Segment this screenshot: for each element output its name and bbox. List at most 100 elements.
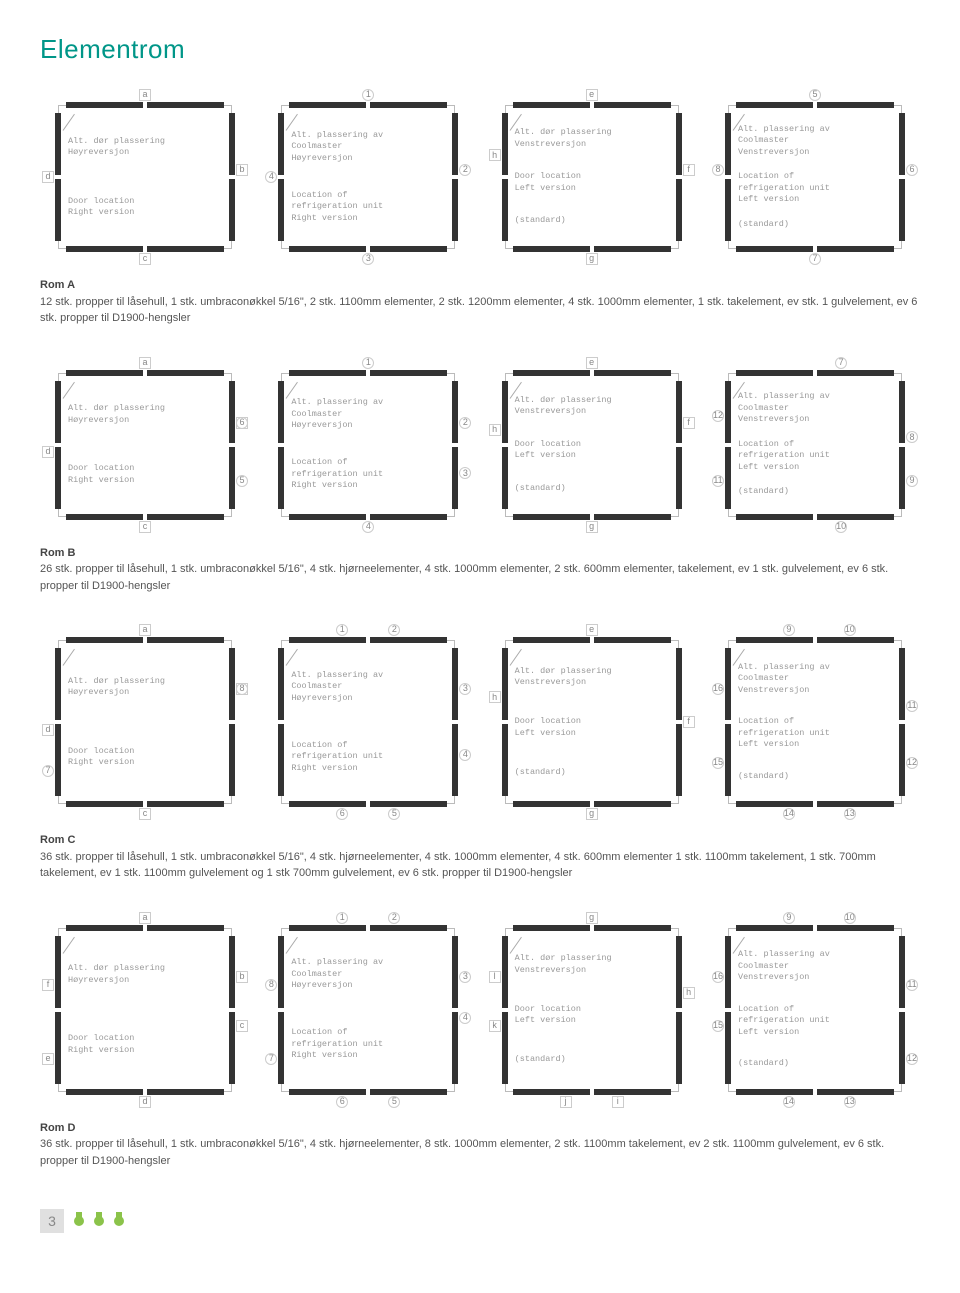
number-marker: 10 <box>835 521 847 533</box>
floor-plan-panel: Alt. plassering avCoolmasterVenstreversj… <box>710 622 920 822</box>
letter-marker: f <box>683 716 695 728</box>
section: Alt. dør plasseringHøyreversjon Door loc… <box>40 355 920 595</box>
footer: 3 <box>40 1209 920 1233</box>
letter-marker: k <box>489 1020 501 1032</box>
letter-marker: c <box>139 253 151 265</box>
page-number: 3 <box>40 1209 64 1233</box>
number-marker: 9 <box>906 475 918 487</box>
letter-marker: f <box>42 979 54 991</box>
letter-marker: c <box>236 1020 248 1032</box>
letter-marker: h <box>489 149 501 161</box>
floor-plan-panel: Alt. plassering avCoolmasterHøyreversjon… <box>263 87 473 267</box>
letter-marker: e <box>42 1053 54 1065</box>
number-marker: 11 <box>906 979 918 991</box>
number-marker: 12 <box>906 1053 918 1065</box>
decoration-dot <box>74 1216 84 1226</box>
floor-plan-panel: Alt. plassering avCoolmasterHøyreversjon… <box>263 355 473 535</box>
letter-marker: d <box>42 171 54 183</box>
floor-plan-panel: Alt. plassering avCoolmasterVenstreversj… <box>710 355 920 535</box>
letter-marker: d <box>139 1096 151 1108</box>
letter-marker: e <box>586 357 598 369</box>
number-marker: 4 <box>459 749 471 761</box>
number-marker: 4 <box>265 171 277 183</box>
number-marker: 5 <box>236 475 248 487</box>
number-marker: 11 <box>712 475 724 487</box>
number-marker: 8 <box>265 979 277 991</box>
letter-marker: g <box>586 808 598 820</box>
number-marker: 4 <box>459 1012 471 1024</box>
letter-marker: h <box>489 424 501 436</box>
number-marker: 5 <box>809 89 821 101</box>
number-marker: 2 <box>388 912 400 924</box>
letter-marker: h <box>489 691 501 703</box>
letter-marker: a <box>139 624 151 636</box>
floor-plan-panel: Alt. dør plasseringVenstreversjon Door l… <box>487 87 697 267</box>
letter-marker: f <box>683 164 695 176</box>
section-caption: Rom A12 stk. propper til låsehull, 1 stk… <box>40 277 920 327</box>
letter-marker: d <box>42 724 54 736</box>
letter-marker: c <box>139 521 151 533</box>
floor-plan-panel: Alt. plassering avCoolmasterHøyreversjon… <box>263 910 473 1110</box>
letter-marker: b <box>236 971 248 983</box>
letter-marker: b <box>236 164 248 176</box>
number-marker: 10 <box>844 912 856 924</box>
number-marker: 3 <box>459 971 471 983</box>
number-marker: 9 <box>783 912 795 924</box>
number-marker: 8 <box>906 431 918 443</box>
number-marker: 7 <box>809 253 821 265</box>
number-marker: 5 <box>388 1096 400 1108</box>
number-marker: 13 <box>844 1096 856 1108</box>
floor-plan-panel: Alt. dør plasseringVenstreversjon Door l… <box>487 622 697 822</box>
number-marker: 9 <box>783 624 795 636</box>
number-marker: 2 <box>459 417 471 429</box>
number-marker: 1 <box>336 912 348 924</box>
letter-marker: e <box>586 89 598 101</box>
number-marker: 2 <box>388 624 400 636</box>
floor-plan-panel: Alt. plassering avCoolmasterVenstreversj… <box>710 910 920 1110</box>
decoration-dot <box>94 1216 104 1226</box>
number-marker: 6 <box>236 417 248 429</box>
floor-plan-panel: Alt. dør plasseringHøyreversjon Door loc… <box>40 622 250 822</box>
number-marker: 7 <box>835 357 847 369</box>
letter-marker: g <box>586 521 598 533</box>
letter-marker: a <box>139 912 151 924</box>
number-marker: 16 <box>712 683 724 695</box>
number-marker: 12 <box>906 757 918 769</box>
letter-marker: h <box>683 987 695 999</box>
page-title: Elementrom <box>40 30 920 69</box>
number-marker: 8 <box>712 164 724 176</box>
floor-plan-panel: Alt. dør plasseringVenstreversjon Door l… <box>487 910 697 1110</box>
number-marker: 4 <box>362 521 374 533</box>
floor-plan-panel: Alt. dør plasseringVenstreversjon Door l… <box>487 355 697 535</box>
number-marker: 14 <box>783 1096 795 1108</box>
section-caption: Rom D36 stk. propper til låsehull, 1 stk… <box>40 1120 920 1170</box>
number-marker: 15 <box>712 1020 724 1032</box>
number-marker: 12 <box>712 410 724 422</box>
number-marker: 6 <box>906 164 918 176</box>
section: Alt. dør plasseringHøyreversjon Door loc… <box>40 910 920 1170</box>
floor-plan-panel: Alt. dør plasseringHøyreversjon Door loc… <box>40 355 250 535</box>
number-marker: 5 <box>388 808 400 820</box>
number-marker: 13 <box>844 808 856 820</box>
number-marker: 3 <box>459 467 471 479</box>
letter-marker: a <box>139 357 151 369</box>
letter-marker: e <box>586 624 598 636</box>
number-marker: 10 <box>844 624 856 636</box>
number-marker: 11 <box>906 700 918 712</box>
letter-marker: c <box>139 808 151 820</box>
number-marker: 15 <box>712 757 724 769</box>
floor-plan-panel: Alt. dør plasseringHøyreversjon Door loc… <box>40 87 250 267</box>
number-marker: 16 <box>712 971 724 983</box>
section: Alt. dør plasseringHøyreversjon Door loc… <box>40 87 920 327</box>
letter-marker: a <box>139 89 151 101</box>
number-marker: 2 <box>459 164 471 176</box>
number-marker: 1 <box>362 357 374 369</box>
letter-marker: j <box>560 1096 572 1108</box>
number-marker: 3 <box>362 253 374 265</box>
number-marker: 7 <box>42 765 54 777</box>
floor-plan-panel: Alt. plassering avCoolmasterVenstreversj… <box>710 87 920 267</box>
floor-plan-panel: Alt. plassering avCoolmasterHøyreversjon… <box>263 622 473 822</box>
section-caption: Rom C36 stk. propper til låsehull, 1 stk… <box>40 832 920 882</box>
letter-marker: d <box>42 446 54 458</box>
number-marker: 1 <box>362 89 374 101</box>
